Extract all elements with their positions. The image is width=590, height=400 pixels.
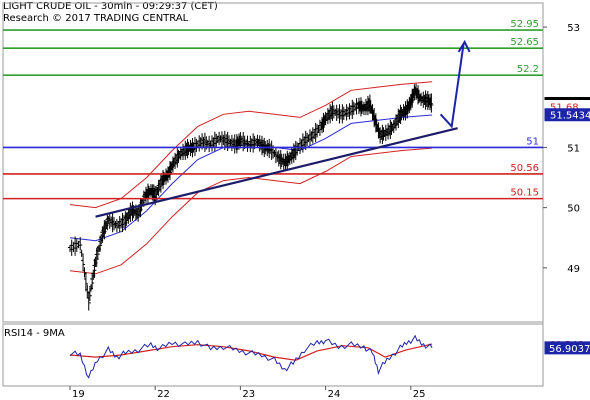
level-label: 52.65	[510, 37, 539, 48]
level-label: 50.15	[510, 188, 539, 199]
y-tick-label: 49	[567, 264, 580, 275]
x-tick-label: 19	[72, 389, 85, 400]
lower-band	[69, 147, 433, 275]
y-tick-label: 53	[567, 23, 580, 34]
projection-arrowhead	[457, 39, 471, 53]
price-badge-label: 51.68	[550, 103, 579, 114]
rsi-ma-line	[69, 343, 433, 361]
price-badge-label: 51.5434	[550, 111, 590, 122]
rsi-value-badge	[544, 341, 590, 355]
copyright-text: Research © 2017 TRADING CENTRAL	[3, 13, 189, 24]
x-tick-label: 24	[328, 389, 341, 400]
level-label: 52.2	[517, 64, 539, 75]
x-tick-label: 22	[157, 389, 170, 400]
level-label: 52.95	[510, 19, 539, 30]
chart-title: LIGHT CRUDE OIL - 30min - 09:29:37 (CET)	[3, 1, 218, 12]
y-tick-label: 50	[567, 204, 580, 215]
trendline	[95, 127, 458, 218]
level-label: 51	[526, 136, 539, 147]
rsi-line	[69, 334, 433, 379]
rsi-title: RSI14 - 9MA	[4, 328, 65, 339]
x-tick-label: 25	[413, 389, 426, 400]
y-tick-label: 51	[567, 143, 580, 154]
projection-arrow	[439, 43, 465, 129]
rsi-plot-frame	[2, 323, 544, 387]
rsi-value-label: 56.9037	[549, 344, 590, 355]
upper-band	[69, 81, 433, 209]
level-label: 50.56	[510, 163, 539, 174]
x-tick-label: 23	[242, 389, 255, 400]
price-badge	[544, 108, 590, 122]
